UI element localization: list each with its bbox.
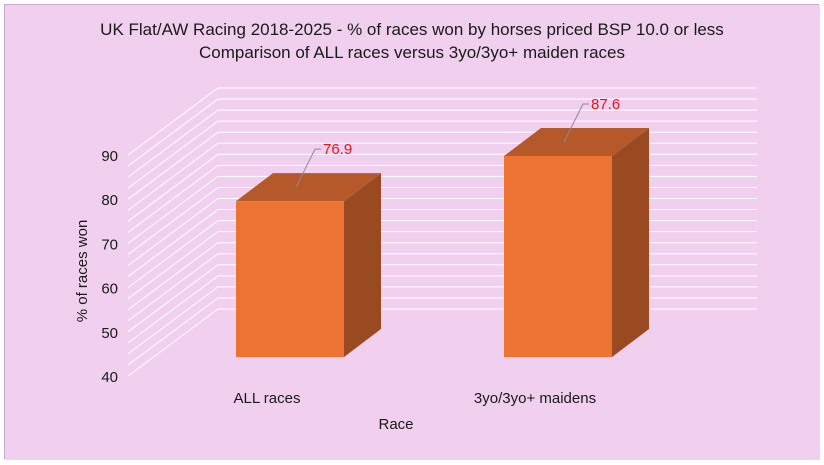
bar-layer bbox=[236, 127, 649, 357]
data-label-layer: 76.9 87.6 bbox=[295, 96, 620, 188]
gridline bbox=[127, 120, 757, 189]
x-axis-title: Race bbox=[378, 416, 413, 433]
chart-frame: UK Flat/AW Racing 2018-2025 - % of races… bbox=[4, 4, 820, 460]
chart-svg: UK Flat/AW Racing 2018-2025 - % of races… bbox=[5, 5, 820, 460]
gridline bbox=[127, 109, 757, 178]
category-label: ALL races bbox=[234, 390, 301, 407]
y-axis-title: % of races won bbox=[74, 220, 91, 323]
y-tick-label: 50 bbox=[101, 325, 118, 342]
bar-2 bbox=[504, 127, 649, 357]
y-tick-label: 40 bbox=[101, 369, 118, 386]
bar-front-face bbox=[504, 155, 612, 357]
leader-line bbox=[563, 103, 589, 143]
chart-background bbox=[5, 5, 820, 460]
y-tick-label: 90 bbox=[101, 148, 118, 165]
data-label: 76.9 bbox=[323, 141, 352, 158]
leader-line bbox=[295, 148, 321, 188]
chart-title: UK Flat/AW Racing 2018-2025 - % of races… bbox=[100, 20, 724, 39]
bar-1 bbox=[236, 173, 381, 357]
bar-top-face bbox=[236, 173, 381, 202]
y-tick-label: 80 bbox=[101, 192, 118, 209]
y-tick-layer: 40 50 60 70 80 90 bbox=[101, 148, 118, 386]
bar-top-face bbox=[504, 127, 649, 156]
y-tick-label: 70 bbox=[101, 236, 118, 253]
gridline bbox=[127, 87, 757, 156]
category-label-layer: ALL races 3yo/3yo+ maidens bbox=[234, 390, 597, 407]
y-tick-label: 60 bbox=[101, 281, 118, 298]
gridline bbox=[127, 98, 757, 167]
bar-side-face bbox=[612, 127, 649, 357]
category-label: 3yo/3yo+ maidens bbox=[474, 390, 596, 407]
chart-subtitle: Comparison of ALL races versus 3yo/3yo+ … bbox=[199, 43, 625, 62]
bar-side-face bbox=[344, 173, 381, 357]
data-label: 87.6 bbox=[591, 96, 620, 113]
bar-front-face bbox=[236, 201, 344, 357]
